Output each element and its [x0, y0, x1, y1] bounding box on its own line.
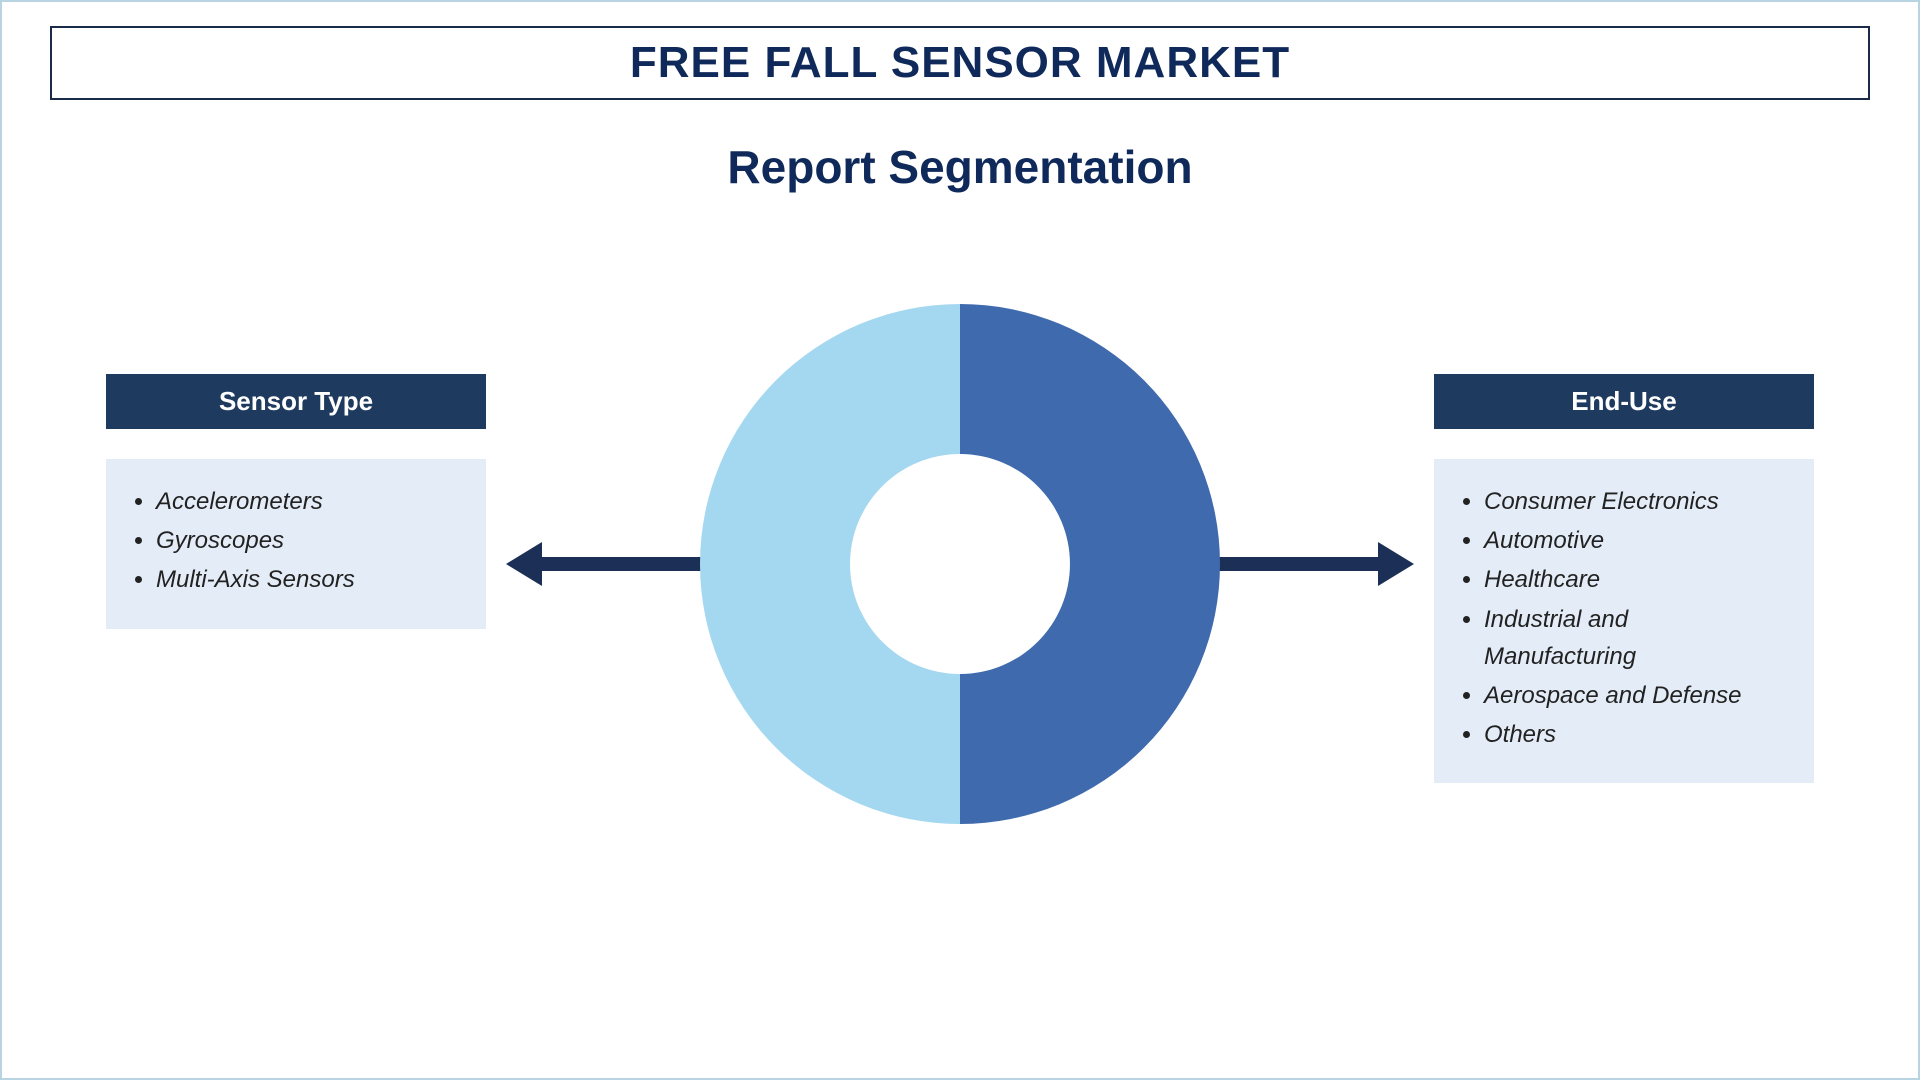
arrow-left-icon — [506, 542, 722, 586]
diagram-area: Sensor Type AccelerometersGyroscopesMult… — [26, 254, 1894, 874]
list-item: Multi-Axis Sensors — [156, 561, 458, 598]
segment-end-use: End-Use Consumer ElectronicsAutomotiveHe… — [1434, 374, 1814, 783]
list-item: Healthcare — [1484, 561, 1786, 598]
list-item: Industrial and Manufacturing — [1484, 601, 1786, 675]
subtitle: Report Segmentation — [26, 140, 1894, 194]
arrow-right-icon — [1198, 542, 1414, 586]
list-item: Gyroscopes — [156, 522, 458, 559]
segment-list-right: Consumer ElectronicsAutomotiveHealthcare… — [1434, 459, 1814, 783]
donut-chart — [700, 304, 1220, 824]
list-item: Others — [1484, 716, 1786, 753]
list-item: Aerospace and Defense — [1484, 677, 1786, 714]
infographic-frame: FREE FALL SENSOR MARKET Report Segmentat… — [0, 0, 1920, 1080]
page-title: FREE FALL SENSOR MARKET — [52, 38, 1868, 88]
list-item: Accelerometers — [156, 483, 458, 520]
donut-svg — [700, 304, 1220, 824]
segment-header-right: End-Use — [1434, 374, 1814, 429]
segment-list-left: AccelerometersGyroscopesMulti-Axis Senso… — [106, 459, 486, 629]
list-item: Consumer Electronics — [1484, 483, 1786, 520]
segment-header-left: Sensor Type — [106, 374, 486, 429]
segment-sensor-type: Sensor Type AccelerometersGyroscopesMult… — [106, 374, 486, 629]
donut-slice — [700, 304, 960, 824]
title-box: FREE FALL SENSOR MARKET — [50, 26, 1870, 100]
donut-slice — [960, 304, 1220, 824]
list-item: Automotive — [1484, 522, 1786, 559]
